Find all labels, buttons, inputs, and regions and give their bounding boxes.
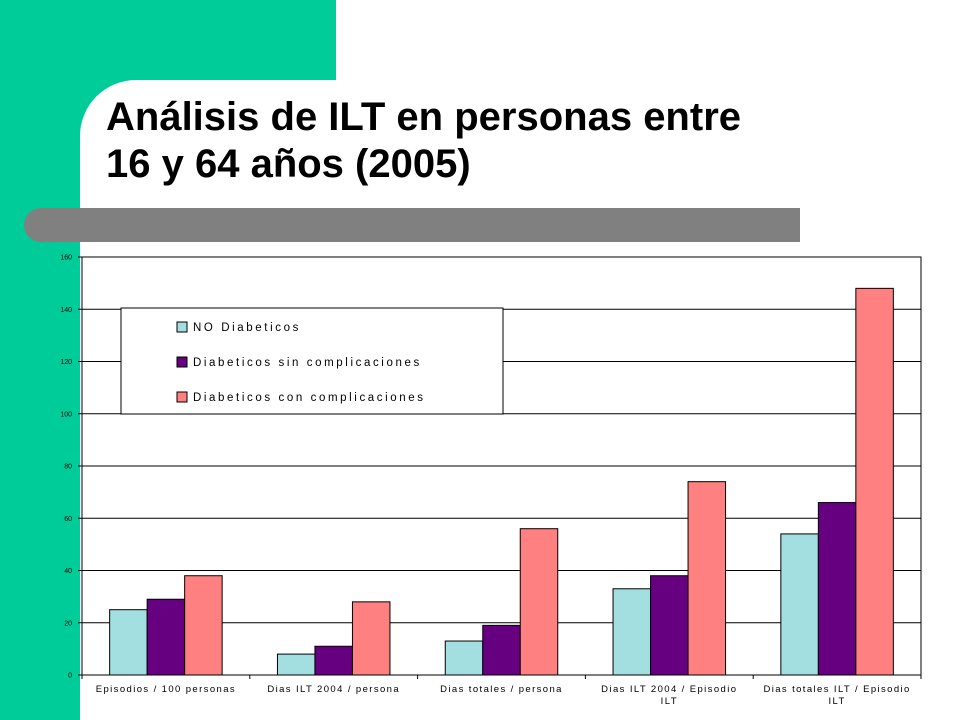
bar [109,609,148,676]
bar [184,575,223,676]
category-label: ILT [661,696,678,707]
bar [855,287,894,676]
bar [650,575,689,676]
bar [519,528,559,676]
y-tick-label: 100 [60,411,72,418]
y-tick-label: 80 [64,464,72,471]
slide-title-line-1: Análisis de ILT en personas entre [106,95,741,139]
legend-label: Diabeticos con complicaciones [193,392,426,404]
y-tick-label: 0 [68,673,72,680]
category-label: Dias ILT 2004 / Episodio [601,684,737,695]
y-tick-label: 20 [64,620,72,627]
bar [276,653,316,676]
bar [612,588,652,676]
legend-swatch [176,321,188,333]
legend-swatch [176,356,188,368]
legend-swatch [176,391,188,403]
title-underline-bar [24,208,800,242]
category-label: Dias ILT 2004 / persona [267,684,400,695]
y-tick-label: 60 [64,516,72,523]
slide-title-line-2: 16 y 64 años (2005) [106,142,471,186]
bar [780,533,819,676]
bar [146,598,186,676]
y-tick-label: 120 [60,359,72,366]
category-label: Dias totales ILT / Episodio [763,684,910,695]
category-label: Episodios / 100 personas [96,684,236,695]
y-tick-label: 140 [60,307,72,314]
category-label: Dias totales / persona [440,684,563,695]
category-label: ILT [828,696,845,707]
legend-label: Diabeticos sin complicaciones [193,357,422,369]
bar [351,601,391,676]
bar [482,624,521,676]
y-tick-label: 40 [64,568,72,575]
y-tick-label: 160 [60,255,72,262]
slide-title: Análisis de ILT en personas entre 16 y 6… [106,94,926,188]
bar [314,645,353,676]
bar [687,481,727,676]
bar [444,640,484,676]
bar [817,502,857,676]
legend-label: NO Diabeticos [193,322,301,334]
